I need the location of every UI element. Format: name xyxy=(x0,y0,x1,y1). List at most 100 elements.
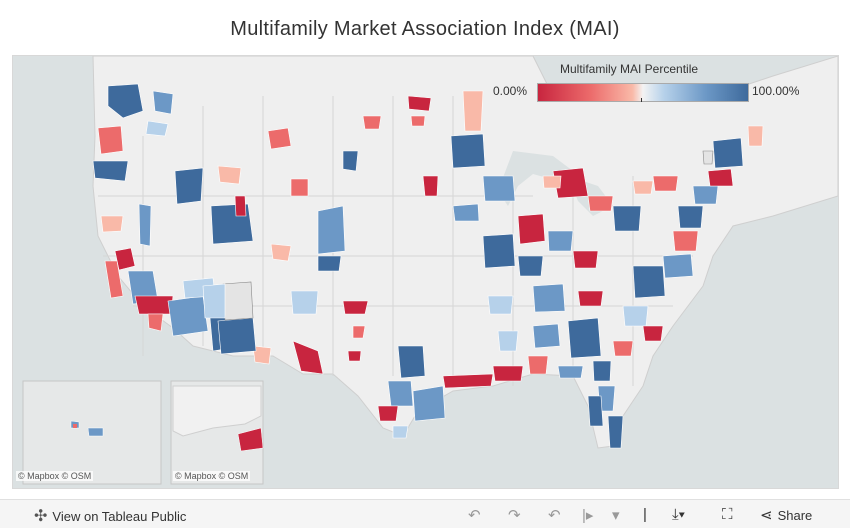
revert-icon[interactable]: ↶ xyxy=(548,507,561,524)
divider-icon: | xyxy=(643,506,647,523)
region-tulsa xyxy=(290,290,319,315)
share-label: Share xyxy=(777,507,813,523)
us-land xyxy=(92,56,838,449)
region-mn-2 xyxy=(362,115,382,130)
region-mobile xyxy=(527,355,549,375)
redo-icon[interactable]: ↷ xyxy=(508,507,521,524)
region-cleveland xyxy=(587,195,614,212)
region-billings xyxy=(217,165,242,185)
region-austin xyxy=(387,380,414,407)
region-chicago xyxy=(482,175,516,202)
alaska-land xyxy=(172,385,262,437)
region-denver xyxy=(210,203,254,245)
region-lubbock xyxy=(352,325,366,339)
region-cheyenne xyxy=(290,178,309,197)
region-memphis xyxy=(487,295,514,315)
region-portland xyxy=(97,125,124,155)
map-attribution[interactable]: © Mapbox © OSM xyxy=(16,471,94,481)
region-gulf-red xyxy=(442,373,494,389)
region-corpus xyxy=(392,425,409,439)
region-omaha xyxy=(317,205,346,255)
region-birmingham xyxy=(532,323,561,349)
region-duluth xyxy=(462,90,484,132)
page-title: Multifamily Market Association Index (MA… xyxy=(230,18,620,40)
view-on-tableau-label: View on Tableau Public xyxy=(52,508,187,524)
region-indy xyxy=(517,213,546,245)
region-boulder xyxy=(267,127,292,150)
region-new-orleans xyxy=(492,365,524,382)
fullscreen-icon[interactable]: ⛶ xyxy=(722,506,733,523)
region-nashville xyxy=(532,283,566,313)
legend-min-label: 0.00% xyxy=(493,84,528,98)
region-jacksonville xyxy=(592,360,612,382)
share-button[interactable]: ⋖ Share xyxy=(760,506,812,524)
region-columbus xyxy=(547,230,574,252)
region-albany xyxy=(652,175,679,192)
map-canvas[interactable] xyxy=(13,56,838,488)
legend-midpoint-tick xyxy=(641,98,642,102)
download-icon[interactable]: ⤓▾ xyxy=(672,506,685,523)
region-miami xyxy=(607,415,624,449)
region-seattle xyxy=(107,83,144,119)
region-el-paso xyxy=(292,340,324,375)
alaska-attribution[interactable]: © Mapbox © OSM xyxy=(173,471,251,481)
region-philly xyxy=(692,185,719,205)
region-salt-lake xyxy=(174,167,204,205)
region-charleston xyxy=(642,325,664,342)
region-abq xyxy=(217,317,257,355)
region-maine xyxy=(747,125,764,147)
region-midland xyxy=(347,350,362,362)
region-buffalo xyxy=(632,180,654,195)
hawaii-islands xyxy=(70,420,104,437)
hawaii-oahu xyxy=(73,424,77,428)
region-midwest-1 xyxy=(342,150,359,172)
region-nm-gray xyxy=(222,281,254,321)
region-tucson xyxy=(252,345,272,365)
region-minneapolis xyxy=(407,95,432,112)
map[interactable]: © Mapbox © OSM © Mapbox © OSM xyxy=(12,55,839,489)
region-knoxville xyxy=(577,290,604,307)
region-lasvegas xyxy=(167,295,209,337)
region-nyc xyxy=(707,168,734,187)
legend-title: Multifamily MAI Percentile xyxy=(560,62,699,76)
region-boise xyxy=(145,120,169,137)
region-madison xyxy=(422,175,439,197)
region-tallahassee xyxy=(557,365,584,379)
region-atlanta xyxy=(567,317,602,359)
region-st-louis xyxy=(482,233,516,269)
region-kc xyxy=(317,255,342,272)
region-reno xyxy=(138,203,152,247)
region-okc xyxy=(270,243,292,262)
share-icon: ⋖ xyxy=(760,507,773,524)
region-richmond xyxy=(672,230,699,252)
region-raleigh xyxy=(662,253,694,279)
region-eugene xyxy=(92,160,129,182)
region-columbia xyxy=(622,305,649,327)
region-pittsburgh xyxy=(612,205,642,232)
region-sandiego xyxy=(147,313,164,332)
region-mn-3 xyxy=(410,115,426,127)
pause-icon[interactable]: |▸ xyxy=(582,507,594,524)
region-la xyxy=(134,295,174,315)
region-cincinnati xyxy=(572,250,599,269)
region-milwaukee xyxy=(450,133,486,169)
region-houston xyxy=(412,385,446,422)
region-sw-light xyxy=(202,283,226,319)
region-sf xyxy=(104,260,124,299)
region-vermont xyxy=(702,150,714,165)
region-louisville xyxy=(517,255,544,277)
tableau-toolbar: ✣ View on Tableau Public ↶ ↷ ↶ |▸ ▾ | ⤓▾… xyxy=(0,499,850,528)
alaska-anchorage xyxy=(237,427,264,452)
chevron-down-icon[interactable]: ▾ xyxy=(612,507,620,524)
view-on-tableau-link[interactable]: ✣ View on Tableau Public xyxy=(34,506,186,526)
undo-icon[interactable]: ↶ xyxy=(468,507,481,524)
great-lakes xyxy=(498,151,613,216)
legend-max-label: 100.00% xyxy=(752,84,800,98)
region-spokane xyxy=(152,90,174,115)
region-medford xyxy=(100,215,124,233)
region-grand-rapids xyxy=(542,175,562,189)
region-dallas xyxy=(397,345,426,379)
region-savannah xyxy=(612,340,634,357)
market-regions[interactable] xyxy=(92,83,764,449)
region-tampa xyxy=(587,395,604,427)
